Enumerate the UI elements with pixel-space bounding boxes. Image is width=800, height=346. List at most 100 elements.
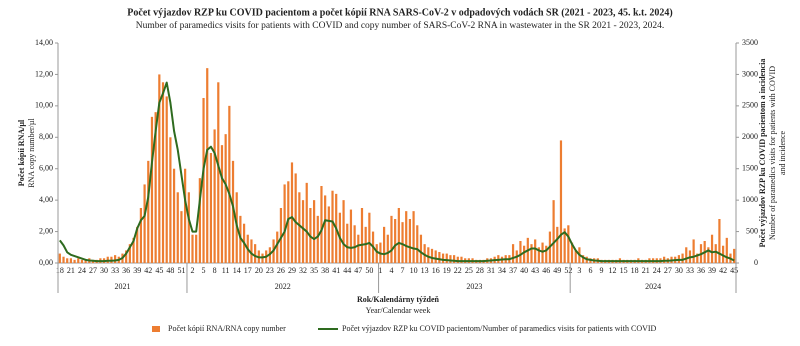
- y-tick-label: 6,00: [39, 164, 53, 173]
- bar: [290, 162, 294, 263]
- bar: [692, 239, 695, 263]
- bar: [412, 211, 415, 263]
- x-tick-label: 28: [476, 266, 484, 275]
- bar: [301, 200, 305, 263]
- bar: [685, 247, 688, 263]
- bar: [279, 208, 283, 263]
- x-tick-label: 15: [620, 266, 628, 275]
- y2-axis-subtitle: and incidence: [778, 130, 787, 175]
- bar: [394, 219, 397, 263]
- bar: [718, 219, 721, 263]
- bar: [176, 192, 179, 263]
- y2-tick-label: 2500: [742, 101, 758, 110]
- x-tick-label: 18: [56, 266, 64, 275]
- bar: [537, 247, 540, 263]
- bar: [375, 244, 378, 263]
- x-tick-label: 44: [343, 266, 351, 275]
- bar: [390, 215, 393, 263]
- bar: [58, 253, 61, 263]
- bar: [453, 255, 456, 263]
- bar: [77, 258, 80, 263]
- line: [59, 81, 735, 263]
- bar: [523, 245, 526, 263]
- bar: [169, 137, 172, 263]
- x-tick-label: 33: [686, 266, 694, 275]
- bar: [73, 259, 76, 263]
- bar: [559, 140, 563, 263]
- x-tick-label: 40: [520, 266, 528, 275]
- bar: [556, 226, 559, 263]
- x-tick-label: 21: [67, 266, 75, 275]
- bar: [217, 82, 220, 264]
- bar: [132, 237, 135, 263]
- x-group-label: 2023: [466, 282, 482, 291]
- x-tick-label: 47: [354, 266, 362, 275]
- y-tick-label: 10,00: [35, 101, 53, 110]
- x-tick-label: 45: [155, 266, 163, 275]
- x-tick-label: 16: [432, 266, 440, 275]
- bar: [312, 200, 316, 263]
- bar: [150, 116, 154, 263]
- x-tick-label: 38: [321, 266, 329, 275]
- x-tick-label: 43: [531, 266, 539, 275]
- y-tick-label: 4,00: [39, 195, 53, 204]
- x-tick-label: 23: [266, 266, 274, 275]
- bar: [69, 258, 73, 263]
- bar: [574, 250, 577, 263]
- x-axis-title: Rok/Kalendárny týždeň: [357, 295, 440, 304]
- bar: [423, 244, 426, 263]
- bar: [172, 168, 176, 263]
- x-group-label: 2024: [645, 282, 661, 291]
- bar: [733, 248, 736, 263]
- x-group-label: 2022: [275, 282, 291, 291]
- x-tick-label: 36: [122, 266, 130, 275]
- y-axis-subtitle: RNA copy number/µl: [27, 117, 36, 187]
- bar: [530, 244, 533, 263]
- x-tick-label: 34: [498, 266, 506, 275]
- bar: [305, 182, 308, 263]
- bar: [62, 256, 65, 263]
- x-tick-label: 51: [177, 266, 185, 275]
- x-tick-label: 7: [401, 266, 405, 275]
- bar: [541, 242, 544, 263]
- bar: [184, 168, 187, 263]
- x-tick-label: 35: [310, 266, 318, 275]
- x-tick-label: 52: [564, 266, 572, 275]
- bar: [511, 244, 515, 263]
- x-tick-label: 6: [588, 266, 592, 275]
- bar: [567, 225, 570, 263]
- x-tick-label: 22: [454, 266, 462, 275]
- bar: [220, 145, 224, 263]
- bar: [519, 241, 522, 263]
- x-tick-label: 24: [653, 266, 661, 275]
- bar: [125, 250, 128, 263]
- bar: [128, 244, 131, 263]
- bar: [195, 234, 198, 263]
- y-axis-title: Počet kópií RNA/µl: [17, 119, 26, 186]
- y2-tick-label: 1500: [742, 164, 758, 173]
- y-tick-label: 2,00: [39, 226, 53, 235]
- y2-axis-title: Počet výjazdov RZP ku COVID pacientom a …: [758, 59, 767, 248]
- x-tick-label: 31: [487, 266, 495, 275]
- bar: [213, 129, 216, 263]
- x-tick-label: 42: [144, 266, 152, 275]
- legend-label: Počet kópií RNA/RNA copy number: [168, 324, 286, 333]
- x-tick-label: 20: [255, 266, 263, 275]
- x-tick-label: 26: [277, 266, 285, 275]
- bar: [158, 74, 161, 263]
- bar: [136, 226, 139, 263]
- x-tick-label: 3: [577, 266, 581, 275]
- bar: [707, 247, 710, 263]
- bar: [401, 222, 404, 263]
- x-tick-label: 21: [642, 266, 650, 275]
- y2-axis-subtitle: Number of paramedics visits for patients…: [768, 66, 777, 240]
- bar: [209, 153, 213, 263]
- x-tick-label: 29: [288, 266, 296, 275]
- x-tick-label: 17: [244, 266, 252, 275]
- bar: [191, 234, 194, 263]
- x-tick-label: 41: [332, 266, 340, 275]
- bar: [154, 112, 157, 264]
- x-tick-label: 37: [509, 266, 517, 275]
- bar: [66, 258, 69, 263]
